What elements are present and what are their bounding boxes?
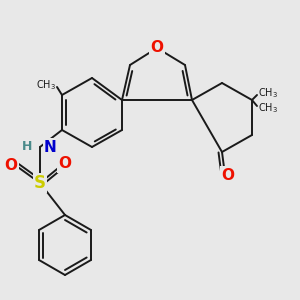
Text: $\mathregular{CH_3}$: $\mathregular{CH_3}$ [258, 101, 278, 115]
Text: O: O [151, 40, 164, 56]
Text: O: O [4, 158, 17, 173]
Text: O: O [58, 157, 71, 172]
Text: O: O [221, 167, 235, 182]
Text: S: S [34, 174, 46, 192]
Text: $\mathregular{CH_3}$: $\mathregular{CH_3}$ [258, 86, 278, 100]
Text: H: H [22, 140, 32, 154]
Text: $\mathregular{CH_3}$: $\mathregular{CH_3}$ [36, 78, 56, 92]
Text: N: N [44, 140, 57, 154]
